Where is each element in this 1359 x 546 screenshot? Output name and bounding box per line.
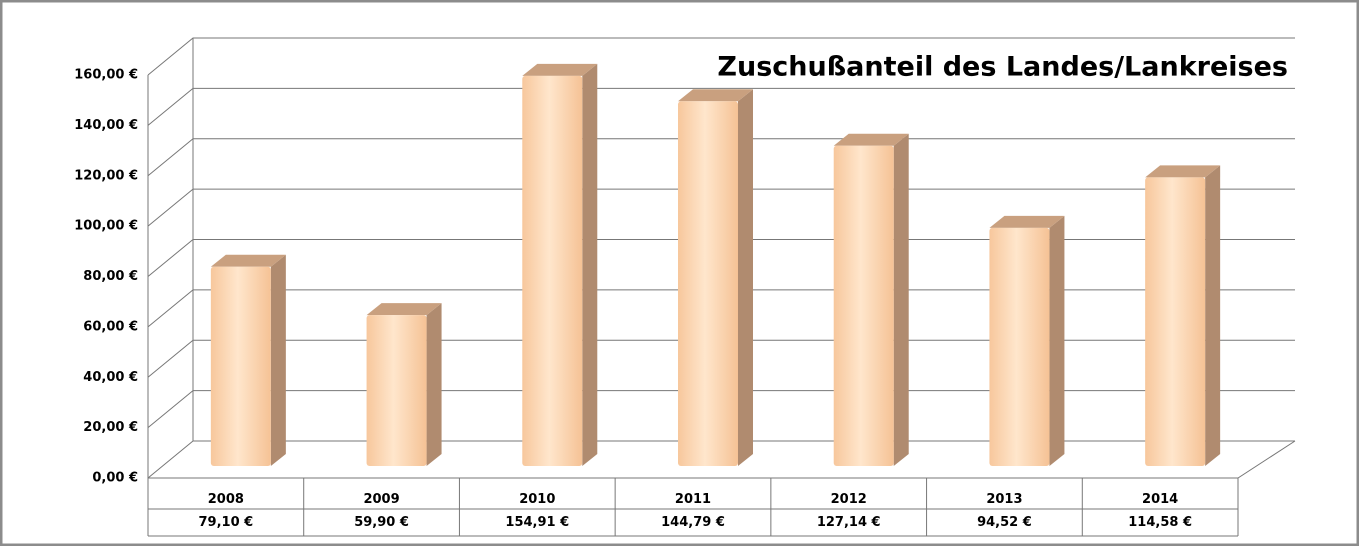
x-tick-label: 2011 bbox=[675, 492, 711, 507]
bar-front bbox=[210, 266, 271, 466]
y-tick-label: 160,00 € bbox=[74, 68, 138, 83]
y-tick-label: 20,00 € bbox=[83, 420, 138, 435]
data-label: 94,52 € bbox=[977, 515, 1032, 530]
grid-line bbox=[147, 87, 1295, 126]
data-label: 154,91 € bbox=[505, 515, 569, 530]
bar-side bbox=[738, 89, 753, 467]
bar bbox=[522, 63, 598, 466]
bar bbox=[989, 215, 1065, 466]
bar-side bbox=[582, 63, 598, 466]
bar-top bbox=[366, 303, 442, 316]
chart-title: Zuschußanteil des Landes/Lankreises bbox=[717, 52, 1288, 83]
x-tick-label: 2014 bbox=[1142, 492, 1178, 507]
x-tick-label: 2010 bbox=[519, 492, 555, 507]
bar-side bbox=[1205, 165, 1221, 467]
bar-front bbox=[366, 315, 427, 466]
x-tick-label: 2013 bbox=[986, 492, 1022, 507]
bar-top bbox=[210, 254, 286, 267]
y-tick-label: 80,00 € bbox=[83, 269, 138, 284]
bar bbox=[210, 254, 286, 466]
y-tick-label: 120,00 € bbox=[74, 168, 138, 183]
bar-top bbox=[989, 215, 1065, 228]
bar-top bbox=[678, 89, 753, 102]
bar-front bbox=[522, 75, 583, 466]
grid-line bbox=[147, 390, 1295, 429]
bar bbox=[1145, 165, 1221, 467]
y-tick-label: 100,00 € bbox=[74, 219, 138, 234]
bar-top bbox=[522, 63, 598, 76]
grid-line bbox=[147, 188, 1295, 227]
bar-top bbox=[833, 133, 909, 146]
bar-side bbox=[893, 133, 909, 467]
grid-line bbox=[147, 289, 1295, 328]
x-tick-label: 2009 bbox=[363, 492, 399, 507]
bar-front bbox=[678, 101, 738, 467]
bar-front bbox=[833, 145, 894, 467]
bar-front bbox=[989, 227, 1050, 466]
y-tick-label: 60,00 € bbox=[83, 319, 138, 334]
bar-front bbox=[1145, 177, 1206, 467]
bar bbox=[366, 303, 442, 466]
x-tick-label: 2008 bbox=[208, 492, 244, 507]
bar bbox=[833, 133, 909, 467]
bar-side bbox=[1049, 215, 1065, 466]
data-label: 127,14 € bbox=[817, 515, 881, 530]
grid-line bbox=[147, 138, 1295, 177]
bar-top bbox=[1145, 165, 1221, 178]
grid-line bbox=[147, 239, 1295, 277]
bar-side bbox=[270, 254, 286, 466]
x-tick-label: 2012 bbox=[831, 492, 867, 507]
grid-line bbox=[147, 440, 1295, 479]
y-tick-label: 0,00 € bbox=[92, 471, 138, 486]
data-label: 79,10 € bbox=[199, 515, 254, 530]
data-label: 144,79 € bbox=[661, 515, 725, 530]
grid-line bbox=[147, 37, 1295, 76]
grid-line bbox=[147, 339, 1295, 378]
bar bbox=[678, 89, 753, 467]
data-label: 59,90 € bbox=[354, 515, 409, 530]
y-tick-label: 140,00 € bbox=[74, 118, 138, 133]
bar-side bbox=[426, 303, 442, 466]
data-label: 114,58 € bbox=[1128, 515, 1192, 530]
y-tick-label: 40,00 € bbox=[83, 370, 138, 385]
